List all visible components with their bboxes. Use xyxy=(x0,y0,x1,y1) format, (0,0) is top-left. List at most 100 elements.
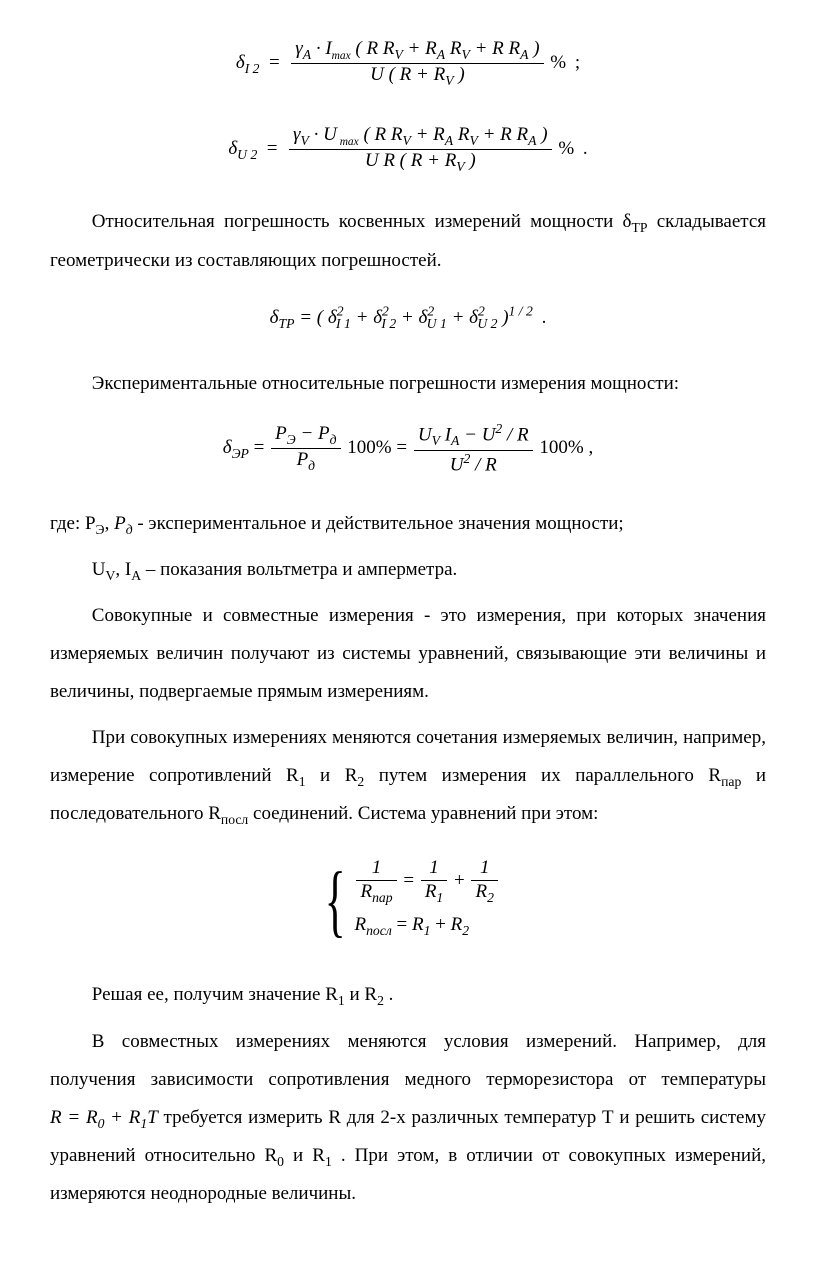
eq2-num-plus1: + R xyxy=(411,124,445,145)
equation-delta-U2: δU 2 = γV · U max ( R RV + RA RV + R RA … xyxy=(50,124,766,176)
eq2-num-max: max xyxy=(337,136,359,148)
p6b: и R xyxy=(306,765,358,786)
p4b-sub: A xyxy=(131,568,141,583)
eq2-num-close: ) xyxy=(537,124,548,145)
sys-r2-a: R xyxy=(354,914,366,935)
p7a-sub: 1 xyxy=(338,993,345,1008)
p4c: – показания вольтметра и амперметра. xyxy=(141,559,457,580)
equation-delta-EP: δЭР = PЭ − Pд Pд 100% = UV IA − U2 / R U… xyxy=(50,421,766,477)
eq4-f2-den-a: U xyxy=(450,454,464,475)
p3a-sub: Э xyxy=(96,522,105,537)
p3a: где: Р xyxy=(50,513,96,534)
eq4-f2-num-b: I xyxy=(440,424,451,445)
system-brace-icon: { xyxy=(325,873,346,929)
eq2-pct: % xyxy=(558,138,574,159)
para-solving: Решая ее, получим значение R1 и R2 . xyxy=(50,976,766,1014)
eq3-t2-sub: I 2 xyxy=(381,316,396,331)
eq4-f1-num-m: − xyxy=(296,423,318,444)
eq4-lhs-sub: ЭР xyxy=(232,446,249,461)
para-where-UV-IA: UV, IA – показания вольтметра и ампермет… xyxy=(50,551,766,589)
system-row-2: Rпосл = R1 + R2 xyxy=(354,914,469,935)
equation-system: { 1 Rпар = 1 R1 + 1 R2 Rп xyxy=(50,857,766,944)
eq1-lhs-sub: I 2 xyxy=(245,61,260,76)
eq1-num-plus1: + R xyxy=(403,38,437,59)
eq4-f2-num-a-sub: V xyxy=(432,433,440,448)
eq1-num-close: ) xyxy=(528,38,539,59)
eq4-f2-num-tail: / R xyxy=(502,424,528,445)
eq3-t1-sub: I 1 xyxy=(336,316,351,331)
eq3-tail: . xyxy=(537,307,547,328)
system-row-1: 1 Rпар = 1 R1 + 1 R2 xyxy=(354,870,499,891)
eq3-plus2: + xyxy=(396,307,418,328)
para-where-P: где: РЭ, Pд - экспериментальное и действ… xyxy=(50,505,766,543)
eq2-lhs-delta: δ xyxy=(228,138,237,159)
p6d-sub: посл xyxy=(221,812,248,827)
para-experimental: Экспериментальные относительные погрешно… xyxy=(50,365,766,403)
eq4-f1-den-sub: д xyxy=(308,458,315,473)
p7c: . xyxy=(384,984,394,1005)
sys-r2-b: R xyxy=(412,914,424,935)
sys-r1-l-num: 1 xyxy=(356,857,396,881)
sys-r2-plus: + xyxy=(430,914,450,935)
p2: Экспериментальные относительные погрешно… xyxy=(92,373,679,394)
eq2-num-sub1: V xyxy=(402,133,410,148)
p4b: , I xyxy=(115,559,131,580)
sys-r1-l-den-a: R xyxy=(360,881,372,902)
equation-delta-I2: δI 2 = γA · Imax ( R RV + RA RV + R RA )… xyxy=(50,38,766,90)
p3c: P xyxy=(114,513,126,534)
eq4-mid2: 100% , xyxy=(539,437,593,458)
p7b-sub: 2 xyxy=(377,993,384,1008)
p6e: соединений. Система уравнений при этом: xyxy=(248,803,598,824)
sys-r1-r2-den: R xyxy=(475,881,487,902)
sys-r1-r2-den-sub: 2 xyxy=(487,890,494,905)
eq1-num-max: max xyxy=(332,50,351,62)
eq2-den-sub: V xyxy=(456,159,464,174)
sys-r1-r1-den-sub: 1 xyxy=(436,890,443,905)
eq3-plus3: + xyxy=(447,307,469,328)
p8a: В совместных измерениях меняются условия… xyxy=(50,1031,766,1090)
eq1-num-plus2: + R R xyxy=(470,38,520,59)
p8b-sub: 0 xyxy=(277,1154,284,1169)
inline-eq-R: R = R0 + R1T xyxy=(50,1107,158,1128)
eq-inline-c: T xyxy=(147,1107,158,1128)
eq4-f1-num-a: P xyxy=(275,423,287,444)
eq3-close: ) xyxy=(497,307,508,328)
eq1-tail: ; xyxy=(570,52,580,73)
eq3-lhs: δ xyxy=(270,307,279,328)
eq1-den-close: ) xyxy=(454,64,465,85)
p1a-sub: ТР xyxy=(632,220,648,235)
eq1-num-R: R xyxy=(445,38,461,59)
p5: Совокупные и совместные измерения - это … xyxy=(50,605,766,702)
eq2-num-U: U xyxy=(323,124,337,145)
eq4-lhs: δ xyxy=(223,437,232,458)
eq1-num-sub2: A xyxy=(437,47,445,62)
eq4-f1-num-b-sub: д xyxy=(330,432,337,447)
para-rel-error: Относительная погрешность косвенных изме… xyxy=(50,203,766,279)
p4a: U xyxy=(92,559,106,580)
eq3-eq: = ( xyxy=(294,307,327,328)
eq1-lhs-delta: δ xyxy=(236,52,245,73)
eq1-pct: % xyxy=(550,52,566,73)
p3c-sub: д xyxy=(126,522,133,537)
eq4-f2-den-tail: / R xyxy=(470,454,496,475)
eq2-num-R: R xyxy=(453,124,469,145)
eq4-f2-num-m: − U xyxy=(459,424,495,445)
eq1-num-paren: ( R R xyxy=(351,38,395,59)
eq1-num-gamma-sub: A xyxy=(303,47,311,62)
eq1-fraction: γA · Imax ( R RV + RA RV + R RA ) U ( R … xyxy=(291,38,543,90)
para-joint-conditions: В совместных измерениях меняются условия… xyxy=(50,1023,766,1213)
eq3-lhs-sub: ТР xyxy=(279,316,295,331)
eq2-den: U R ( R + R xyxy=(365,150,456,171)
p6a-sub: 1 xyxy=(299,774,306,789)
p7b: и R xyxy=(345,984,377,1005)
p6c: путем измерения их параллельного R xyxy=(364,765,721,786)
eq2-num-plus2: + R R xyxy=(478,124,528,145)
sys-r1-l-den-sub: пар xyxy=(372,890,393,905)
eq2-num-sub3: V xyxy=(470,133,478,148)
eq4-mid1: 100% = xyxy=(347,437,412,458)
eq3-t4-sub: U 2 xyxy=(477,316,497,331)
eq2-num-gamma: γ xyxy=(293,124,301,145)
p6c-sub: пар xyxy=(721,774,741,789)
eq1-num-gamma: γ xyxy=(295,38,303,59)
eq2-lhs-sub: U 2 xyxy=(237,147,257,162)
